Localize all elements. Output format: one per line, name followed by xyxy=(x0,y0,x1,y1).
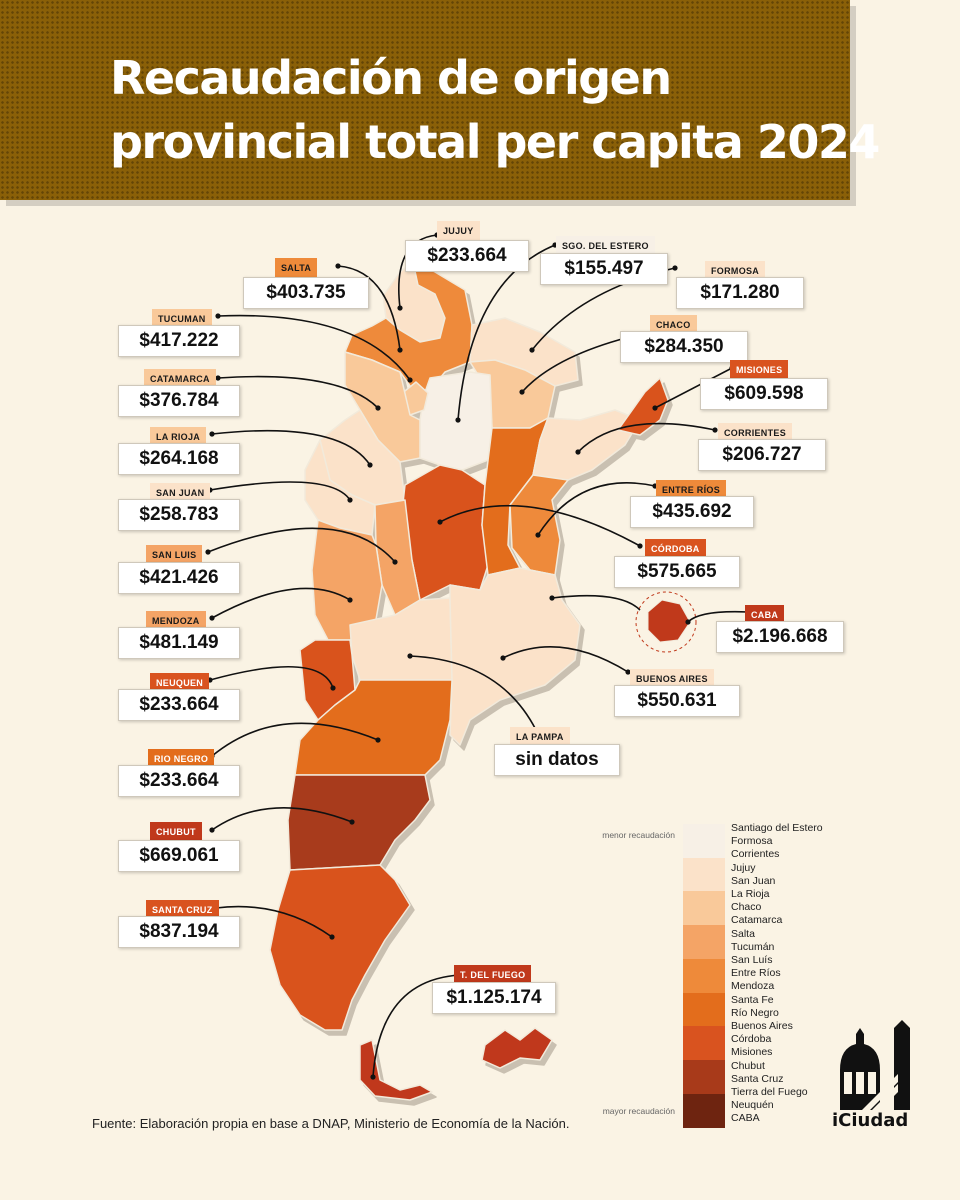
tag-chaco: CHACO xyxy=(650,315,697,334)
province-santa-cruz xyxy=(269,864,411,1031)
tag-jujuy: JUJUY xyxy=(437,221,480,240)
legend-item: Catamarca xyxy=(731,914,783,927)
value-chubut: $669.061 xyxy=(118,840,240,872)
tag-neuquen: NEUQUEN xyxy=(150,673,210,692)
value-la-rioja: $264.168 xyxy=(118,443,240,475)
value-jujuy: $233.664 xyxy=(405,240,529,272)
legend-item: Santa Cruz xyxy=(731,1072,784,1085)
iciudad-logo-icon xyxy=(840,1020,910,1110)
province-buenos-aires xyxy=(449,567,581,746)
legend-bottom-label: mayor recaudación xyxy=(602,1106,675,1116)
value-neuquen: $233.664 xyxy=(118,689,240,721)
province-chubut xyxy=(287,774,431,871)
legend-swatch xyxy=(683,992,725,1027)
legend-swatch xyxy=(683,958,725,994)
legend-swatch xyxy=(683,857,725,892)
title-banner xyxy=(0,0,850,200)
legend-swatch xyxy=(683,1060,725,1095)
province-san-juan xyxy=(304,439,376,536)
legend-item: Buenos Aires xyxy=(731,1020,793,1032)
tag-cordoba: CÓRDOBA xyxy=(645,539,706,558)
tag-chubut: CHUBUT xyxy=(150,822,202,841)
title-line-1: Recaudación de origen xyxy=(110,51,672,105)
province-misiones xyxy=(617,377,669,436)
tag-salta: SALTA xyxy=(275,258,318,277)
value-tucuman: $417.222 xyxy=(118,325,240,357)
legend-item: Corrientes xyxy=(731,848,780,861)
tag-entre-rios: ENTRE RÍOS xyxy=(656,480,727,499)
legend-swatch xyxy=(683,925,725,960)
tag-caba: CABA xyxy=(745,605,785,624)
value-chaco: $284.350 xyxy=(620,331,748,363)
legend-item: Santiago del Estero xyxy=(731,822,823,834)
caba-inset-shape xyxy=(647,599,691,643)
legend-item: Chaco xyxy=(731,901,762,914)
legend-item: Misiones xyxy=(731,1046,773,1059)
tag-formosa: FORMOSA xyxy=(705,261,766,280)
title-line-2: provincial total per capita 2024 xyxy=(110,115,880,169)
tag-catamarca: CATAMARCA xyxy=(144,369,216,388)
value-misiones: $609.598 xyxy=(700,378,828,410)
legend-item: Jujuy xyxy=(731,861,756,874)
legend-swatch xyxy=(683,824,725,859)
legend-item: Mendoza xyxy=(731,980,775,993)
source-note: Fuente: Elaboración propia en base a DNA… xyxy=(92,1116,570,1131)
tag-tucuman: TUCUMAN xyxy=(152,309,212,328)
value-mendoza: $481.149 xyxy=(118,627,240,659)
province-tierra-del-fuego xyxy=(359,1039,433,1101)
legend-item: CABA xyxy=(731,1112,760,1125)
tag-buenos-aires: BUENOS AIRES xyxy=(630,669,714,688)
legend-item: Chubut xyxy=(731,1059,765,1072)
value-santa-cruz: $837.194 xyxy=(118,916,240,948)
caba-inset-circle xyxy=(635,591,697,653)
tag-corrientes: CORRIENTES xyxy=(718,423,793,442)
legend-item: Santa Fe xyxy=(731,993,774,1006)
tag-santa-cruz: SANTA CRUZ xyxy=(146,900,219,919)
value-entre-rios: $435.692 xyxy=(630,496,754,528)
legend-item: Río Negro xyxy=(731,1006,779,1019)
value-tierra-del-fuego: $1.125.174 xyxy=(432,982,556,1014)
legend-item: San Luís xyxy=(731,954,773,966)
value-cordoba: $575.665 xyxy=(614,556,740,588)
logo-text: iCiudad xyxy=(832,1110,909,1131)
tag-san-juan: SAN JUAN xyxy=(150,483,211,502)
legend-item: Salta xyxy=(731,927,755,940)
legend-item: Entre Ríos xyxy=(731,967,781,980)
legend-item: Córdoba xyxy=(731,1033,772,1046)
value-sgo-estero: $155.497 xyxy=(540,253,668,285)
value-catamarca: $376.784 xyxy=(118,385,240,417)
legend-swatch xyxy=(683,1093,725,1129)
value-rio-negro: $233.664 xyxy=(118,765,240,797)
tag-san-luis: SAN LUIS xyxy=(146,545,203,564)
tag-la-pampa: LA PAMPA xyxy=(510,727,570,746)
tag-la-rioja: LA RIOJA xyxy=(150,427,207,446)
legend-swatch xyxy=(683,1026,725,1061)
value-san-luis: $421.426 xyxy=(118,562,240,594)
value-corrientes: $206.727 xyxy=(698,439,826,471)
malvinas-islands xyxy=(481,1027,553,1069)
value-la-pampa: sin datos xyxy=(494,744,620,776)
province-santa-fe xyxy=(481,417,549,576)
legend-item: Tierra del Fuego xyxy=(731,1086,808,1098)
legend-item: La Rioja xyxy=(731,888,770,900)
legend-item: Neuquén xyxy=(731,1099,774,1112)
tag-rio-negro: RIO NEGRO xyxy=(148,749,215,768)
tag-tierra-del-fuego: T. DEL FUEGO xyxy=(454,965,532,984)
value-salta: $403.735 xyxy=(243,277,369,309)
tag-misiones: MISIONES xyxy=(730,360,789,379)
legend-item: Formosa xyxy=(731,835,773,848)
value-buenos-aires: $550.631 xyxy=(614,685,740,717)
legend-item: Tucumán xyxy=(731,940,775,953)
province-catamarca xyxy=(344,351,421,463)
tag-sgo-estero: SGO. DEL ESTERO xyxy=(556,236,655,255)
value-formosa: $171.280 xyxy=(676,277,804,309)
tag-mendoza: MENDOZA xyxy=(146,611,206,630)
legend-item: San Juan xyxy=(731,874,776,887)
value-caba: $2.196.668 xyxy=(716,621,844,653)
legend-swatch xyxy=(683,891,725,926)
value-san-juan: $258.783 xyxy=(118,499,240,531)
page-title: Recaudación de origen provincial total p… xyxy=(110,46,880,174)
legend-top-label: menor recaudación xyxy=(602,830,675,840)
